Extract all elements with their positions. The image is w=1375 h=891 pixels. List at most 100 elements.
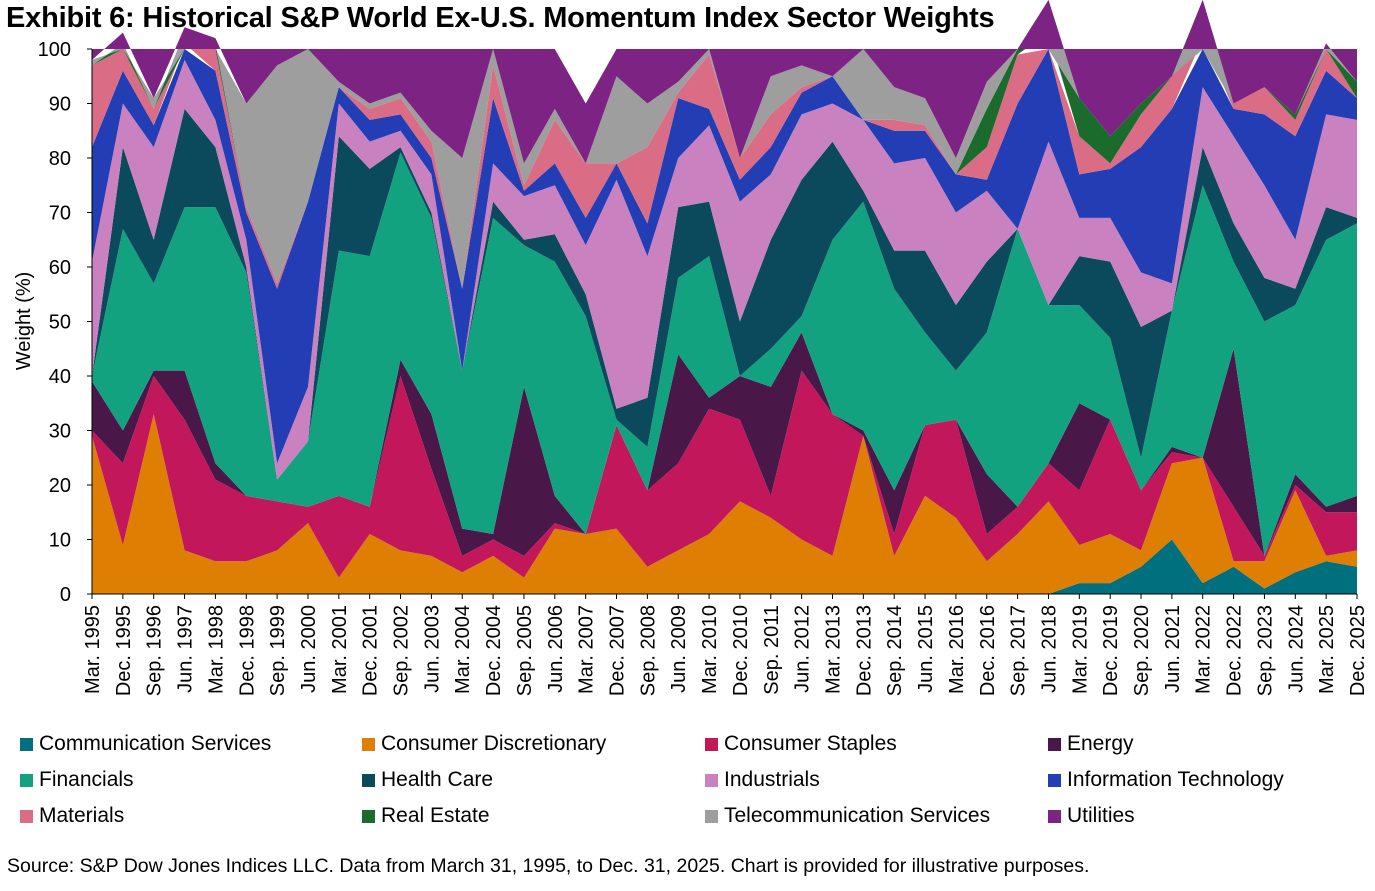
y-tick-label: 10 — [49, 530, 71, 552]
area-consumer-discretionary — [92, 414, 1357, 594]
x-tick-label: Jun. 2015 — [915, 605, 937, 693]
x-tick-label: Mar. 2013 — [823, 605, 845, 694]
area-energy — [92, 332, 1357, 556]
legend-label: Health Care — [381, 768, 494, 791]
x-tick-label: Jun. 2012 — [792, 605, 814, 693]
x-tick-label: Dec. 1998 — [236, 605, 258, 696]
y-tick-label: 30 — [49, 421, 71, 443]
x-axis: Mar. 1995 Dec. 1995 Sep. 1996 Jun. 1997 Mar.… — [82, 593, 1369, 696]
legend-item: Financials — [20, 768, 134, 792]
legend-label: Telecommunication Services — [724, 804, 991, 827]
legend-item: Real Estate — [362, 804, 490, 828]
y-axis-label: Weight (%) — [13, 272, 35, 371]
legend-item: Utilities — [1048, 804, 1135, 828]
x-tick-label: Sep. 2011 — [761, 605, 783, 695]
legend-label: Materials — [39, 804, 125, 827]
area-real-estate — [92, 0, 1357, 289]
legend-label: Financials — [39, 768, 134, 791]
x-tick-label: Jun. 2021 — [1162, 605, 1184, 693]
x-tick-label: Mar. 2010 — [699, 605, 721, 694]
legend-item: Consumer Staples — [705, 732, 897, 756]
x-tick-label: Dec. 2007 — [607, 605, 629, 696]
x-tick-label: Sep. 2020 — [1131, 605, 1153, 696]
x-tick-label: Dec. 2016 — [977, 605, 999, 696]
x-tick-label: Sep. 2014 — [884, 605, 906, 696]
legend-label: Communication Services — [39, 732, 272, 755]
legend-label: Consumer Staples — [724, 732, 897, 755]
area-series-group — [92, 0, 1357, 594]
x-tick-label: Mar. 2016 — [946, 605, 968, 694]
x-tick-label: Dec. 2022 — [1224, 605, 1246, 696]
x-tick-label: Sep. 1999 — [267, 605, 289, 696]
y-tick-label: 100 — [38, 39, 71, 61]
legend-swatch — [1048, 737, 1061, 751]
legend-swatch — [20, 773, 33, 787]
legend-swatch — [705, 737, 718, 751]
x-tick-label: Mar. 1995 — [82, 605, 104, 694]
x-tick-label: Jun. 2003 — [421, 605, 443, 693]
x-tick-label: Dec. 2025 — [1347, 605, 1369, 696]
x-tick-label: Jun. 1997 — [175, 605, 197, 693]
x-tick-label: Mar. 2025 — [1316, 605, 1338, 694]
stacked-area-chart: 0 10 20 30 40 50 60 70 80 90 100 Mar. 1995 Dec. 199… — [13, 0, 1369, 696]
legend-item: Industrials — [705, 768, 820, 792]
legend-item: Materials — [20, 804, 124, 828]
x-tick-label: Dec. 2001 — [360, 605, 382, 696]
x-tick-label: Sep. 1996 — [144, 605, 166, 696]
legend-swatch — [362, 809, 375, 823]
legend-item: Health Care — [362, 768, 493, 792]
area-health-care — [92, 108, 1357, 480]
legend-swatch — [705, 773, 718, 787]
y-tick-label: 90 — [49, 94, 71, 116]
legend-item: Consumer Discretionary — [362, 732, 606, 756]
x-tick-label: Sep. 2023 — [1254, 605, 1276, 696]
area-industrials — [92, 59, 1357, 480]
legend-swatch — [362, 737, 375, 751]
legend-label: Industrials — [724, 768, 820, 791]
x-tick-label: Dec. 1995 — [113, 605, 135, 696]
x-tick-label: Jun. 2006 — [545, 605, 567, 693]
y-tick-label: 70 — [49, 203, 71, 225]
legend-item: Communication Services — [20, 732, 271, 756]
y-axis: 0 10 20 30 40 50 60 70 80 90 100 — [38, 39, 93, 606]
legend-swatch — [20, 737, 33, 751]
legend-label: Utilities — [1067, 804, 1135, 827]
legend-swatch — [1048, 773, 1061, 787]
x-tick-label: Mar. 2022 — [1193, 605, 1215, 694]
area-financials — [92, 152, 1357, 556]
legend-label: Information Technology — [1067, 768, 1284, 791]
y-tick-label: 0 — [60, 584, 71, 606]
legend-item: Energy — [1048, 732, 1134, 756]
y-tick-label: 80 — [49, 148, 71, 170]
x-tick-label: Dec. 2010 — [730, 605, 752, 696]
x-tick-label: Jun. 2000 — [298, 605, 320, 693]
legend-swatch — [1048, 809, 1061, 823]
y-tick-label: 50 — [49, 312, 71, 334]
legend-item: Information Technology — [1048, 768, 1284, 792]
x-tick-label: Sep. 2005 — [514, 605, 536, 696]
area-utilities — [92, 0, 1357, 164]
legend-label: Energy — [1067, 732, 1134, 755]
legend-swatch — [20, 809, 33, 823]
area-materials — [92, 38, 1357, 289]
y-tick-label: 20 — [49, 475, 71, 497]
x-tick-label: Dec. 2004 — [483, 605, 505, 696]
x-tick-label: Mar. 2007 — [576, 605, 598, 694]
x-tick-label: Mar. 2019 — [1069, 605, 1091, 694]
x-tick-label: Dec. 2019 — [1100, 605, 1122, 696]
area-communication-services — [92, 539, 1357, 594]
y-tick-label: 60 — [49, 257, 71, 279]
x-tick-label: Jun. 2009 — [668, 605, 690, 693]
x-tick-label: Sep. 2002 — [391, 605, 413, 696]
source-note: Source: S&P Dow Jones Indices LLC. Data … — [7, 855, 1090, 877]
x-tick-label: Mar. 1998 — [205, 605, 227, 694]
area-information-technology — [92, 49, 1357, 464]
legend-swatch — [362, 773, 375, 787]
legend-label: Real Estate — [381, 804, 490, 827]
x-tick-label: Mar. 2001 — [329, 605, 351, 694]
area-consumer-staples — [92, 370, 1357, 578]
x-tick-label: Sep. 2008 — [637, 605, 659, 696]
x-tick-label: Mar. 2004 — [452, 605, 474, 694]
legend-label: Consumer Discretionary — [381, 732, 607, 755]
x-tick-label: Dec. 2013 — [853, 605, 875, 696]
